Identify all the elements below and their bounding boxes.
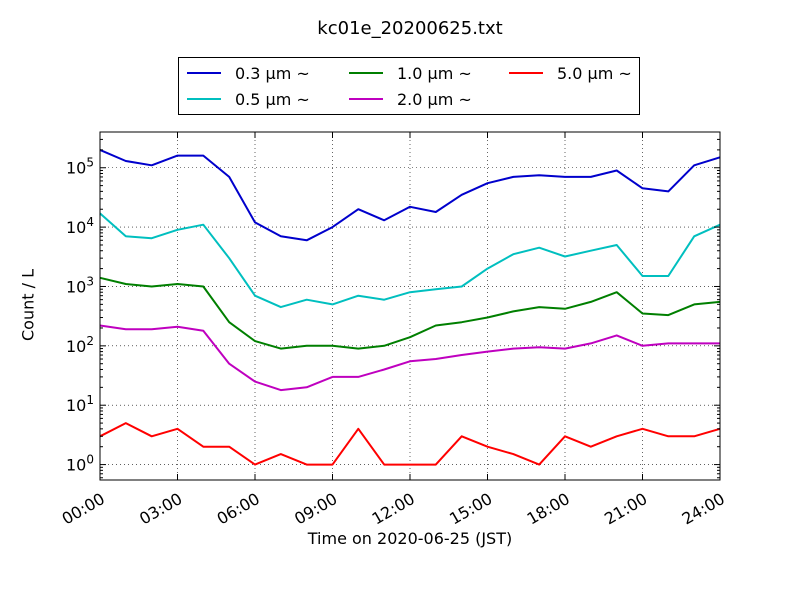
legend-label: 0.3 μm ~	[235, 63, 310, 83]
series-line-3	[99, 324, 720, 392]
x-tick-label: 12:00	[369, 489, 418, 529]
y-tick-label: 105	[66, 156, 94, 178]
x-tick-label: 18:00	[524, 489, 573, 529]
legend-item-0.3um: 0.3 μm ~	[187, 62, 310, 84]
series-lines	[99, 148, 721, 466]
legend-item-0.5um: 0.5 μm ~	[187, 88, 310, 110]
legend-swatch	[187, 72, 221, 74]
x-tick-label: 09:00	[291, 489, 340, 529]
y-tick-label: 101	[66, 393, 94, 415]
grid-lines	[99, 132, 721, 480]
legend-swatch	[187, 98, 221, 100]
chart-title: kc01e_20200625.txt	[317, 18, 503, 39]
legend-item-1.0um: 1.0 μm ~	[349, 62, 472, 84]
legend-label: 5.0 μm ~	[557, 63, 632, 83]
y-axis-label: Count / L	[18, 269, 38, 341]
legend-label: 2.0 μm ~	[397, 89, 472, 109]
y-tick-label: 102	[66, 334, 94, 356]
x-tick-label: 15:00	[446, 489, 495, 529]
x-tick-label: 00:00	[59, 489, 108, 529]
legend-item-5.0um: 5.0 μm ~	[509, 62, 632, 84]
y-axis-ticks: 100 101 102 103 104 105	[66, 131, 720, 479]
legend-label: 1.0 μm ~	[397, 63, 472, 83]
x-tick-label: 06:00	[214, 489, 263, 529]
x-axis-ticks: 00:00 03:00 06:00 09:00 12:00 15:00 18:00 21:00…	[59, 132, 728, 529]
legend-item-2.0um: 2.0 μm ~	[349, 88, 472, 110]
y-tick-label: 100	[66, 453, 94, 475]
y-tick-label: 103	[66, 274, 94, 296]
legend-label: 0.5 μm ~	[235, 89, 310, 109]
series-line-0	[99, 148, 721, 242]
legend-swatch	[509, 72, 543, 74]
legend-swatch	[349, 72, 383, 74]
legend-swatch	[349, 98, 383, 100]
x-tick-label: 21:00	[601, 489, 650, 529]
series-line-2	[99, 276, 721, 350]
series-line-1	[99, 212, 721, 309]
x-tick-label: 24:00	[679, 489, 728, 529]
y-tick-label: 104	[66, 215, 94, 237]
chart-legend: 0.3 μm ~ 0.5 μm ~ 1.0 μm ~ 2.0 μm ~ 5.0 …	[178, 57, 640, 115]
x-axis-label: Time on 2020-06-25 (JST)	[307, 529, 513, 548]
series-line-4	[99, 422, 721, 466]
x-tick-label: 03:00	[136, 489, 185, 529]
